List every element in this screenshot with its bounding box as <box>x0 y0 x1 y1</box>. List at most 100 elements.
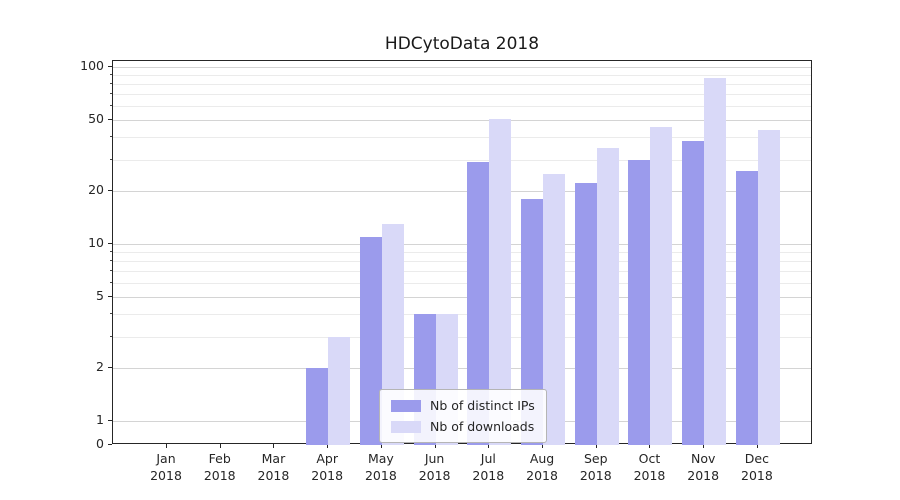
y-tick-mark <box>108 444 112 445</box>
y-tick-mark <box>108 243 112 244</box>
x-tick-month: Mar <box>261 451 286 466</box>
x-tick-mark <box>595 444 597 448</box>
x-tick-label: Mar 2018 <box>243 450 303 484</box>
gridline-minor <box>113 271 811 273</box>
x-tick-year: 2018 <box>203 468 236 483</box>
bar-downloads <box>489 118 512 445</box>
x-tick-year: 2018 <box>257 468 290 483</box>
y-tick-mark-minor <box>110 282 112 284</box>
legend-entry-distinct-ips: Nb of distinct IPs <box>391 398 535 413</box>
y-tick-mark <box>108 366 112 368</box>
x-tick-month: Jul <box>480 451 496 466</box>
x-tick-month: Jan <box>156 451 176 466</box>
x-tick-year: 2018 <box>579 468 612 483</box>
x-tick-mark <box>327 444 329 448</box>
gridline-major <box>113 367 811 369</box>
plot-area: Nb of distinct IPs Nb of downloads <box>112 60 812 445</box>
x-tick-label: May 2018 <box>351 450 411 484</box>
y-tick-label: 0 <box>96 436 104 451</box>
bar-downloads <box>704 77 727 445</box>
y-tick-mark-minor <box>110 260 112 262</box>
y-tick-mark <box>108 119 112 121</box>
x-tick-year: 2018 <box>633 468 666 483</box>
x-tick-mark <box>756 444 758 448</box>
legend-label-downloads: Nb of downloads <box>430 419 535 434</box>
gridline-minor <box>113 137 811 139</box>
x-tick-label: Dec 2018 <box>727 450 787 484</box>
x-tick-month: Apr <box>316 451 338 466</box>
x-tick-month: Dec <box>744 451 769 466</box>
x-tick-year: 2018 <box>472 468 505 483</box>
y-tick-mark-minor <box>110 313 112 315</box>
y-tick-mark-minor <box>110 105 112 107</box>
gridline-major <box>113 244 811 245</box>
y-tick-mark <box>108 420 112 421</box>
x-tick-mark <box>166 444 167 448</box>
gridline-major <box>113 120 811 122</box>
x-tick-year: 2018 <box>311 468 344 483</box>
x-tick-label: Jul 2018 <box>458 450 518 484</box>
y-tick-mark-minor <box>110 251 112 253</box>
bar-downloads <box>328 336 351 445</box>
gridline-minor <box>113 336 811 338</box>
gridline-minor <box>113 283 811 285</box>
y-tick-mark <box>108 189 112 191</box>
x-tick-label: Aug 2018 <box>512 450 572 484</box>
x-tick-month: Aug <box>529 451 555 466</box>
x-tick-mark <box>703 444 705 448</box>
gridline-minor <box>113 84 811 86</box>
y-tick-label: 50 <box>88 111 104 127</box>
bar-distinct-ips <box>467 162 490 445</box>
gridline-minor <box>113 261 811 263</box>
y-tick-mark-minor <box>110 136 112 138</box>
x-tick-year: 2018 <box>418 468 451 483</box>
y-tick-mark <box>108 66 112 67</box>
x-tick-label: Oct 2018 <box>619 450 679 484</box>
x-tick-year: 2018 <box>687 468 720 483</box>
x-tick-year: 2018 <box>364 468 397 483</box>
bar-distinct-ips <box>574 183 597 445</box>
x-tick-label: Nov 2018 <box>673 450 733 484</box>
y-tick-mark-minor <box>110 93 112 95</box>
y-tick-mark-minor <box>110 83 112 85</box>
bar-distinct-ips <box>735 170 758 445</box>
bar-downloads <box>596 147 619 445</box>
x-tick-mark <box>273 444 275 448</box>
x-tick-year: 2018 <box>741 468 773 483</box>
gridline-minor <box>113 94 811 96</box>
y-tick-label: 10 <box>88 235 104 250</box>
y-tick-label: 20 <box>88 181 104 197</box>
bar-distinct-ips <box>359 236 382 445</box>
gridline-major <box>113 67 811 68</box>
bar-distinct-ips <box>682 141 705 445</box>
legend-swatch-distinct-ips <box>391 399 421 412</box>
y-tick-mark-minor <box>110 270 112 272</box>
x-tick-mark <box>649 444 651 448</box>
x-tick-label: Feb 2018 <box>190 450 250 484</box>
x-tick-month: May <box>367 451 394 466</box>
chart-title: HDCytoData 2018 <box>384 34 540 54</box>
x-tick-mark <box>380 444 382 448</box>
x-tick-mark <box>542 444 544 448</box>
x-tick-year: 2018 <box>526 468 558 483</box>
bar-downloads <box>757 130 780 445</box>
x-tick-label: Sep 2018 <box>566 450 626 484</box>
y-tick-mark-minor <box>110 74 112 76</box>
bar-downloads <box>650 126 673 445</box>
legend: Nb of distinct IPs Nb of downloads <box>379 389 547 443</box>
x-tick-year: 2018 <box>150 468 182 483</box>
gridline-minor <box>113 106 811 108</box>
x-tick-label: Jun 2018 <box>405 450 465 484</box>
x-tick-mark <box>219 444 221 448</box>
y-tick-mark <box>108 296 112 298</box>
x-tick-month: Feb <box>208 451 231 466</box>
gridline-minor <box>113 75 811 77</box>
bar-downloads <box>543 173 566 445</box>
x-tick-month: Nov <box>690 451 716 466</box>
y-tick-label: 2 <box>96 358 104 374</box>
gridline-minor <box>113 252 811 254</box>
gridline-major <box>113 297 811 299</box>
x-tick-month: Oct <box>638 451 661 466</box>
y-tick-label: 5 <box>96 288 104 304</box>
